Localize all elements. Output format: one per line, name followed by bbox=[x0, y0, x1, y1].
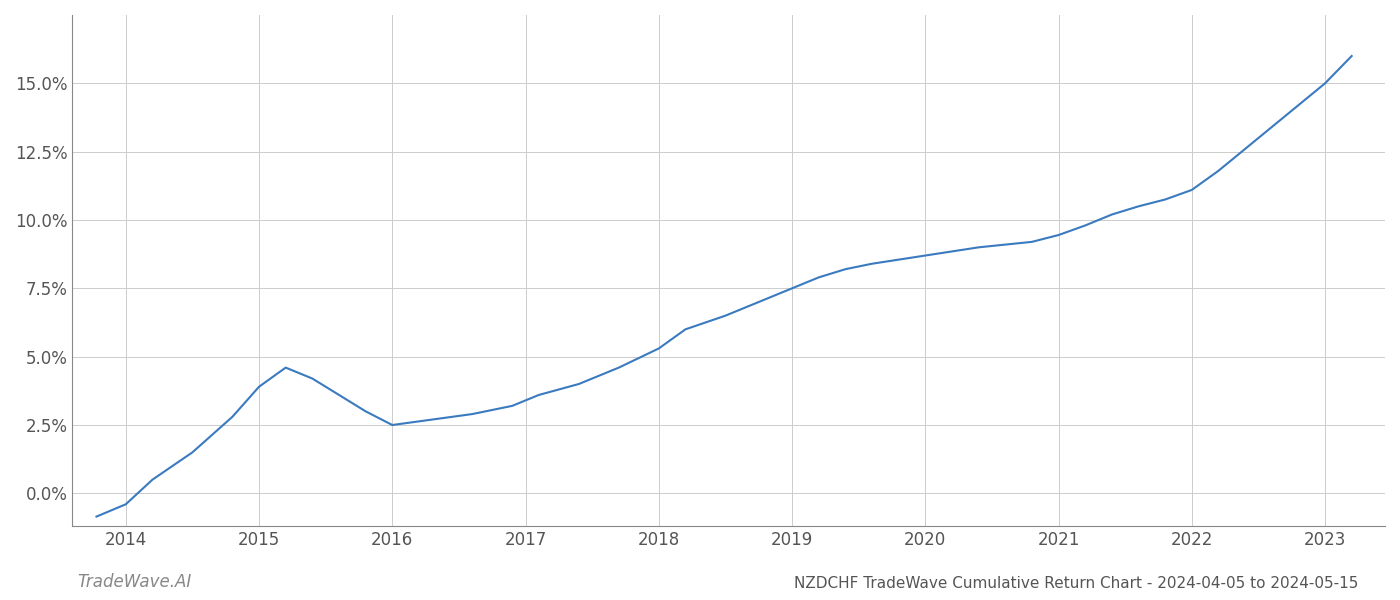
Text: TradeWave.AI: TradeWave.AI bbox=[77, 573, 192, 591]
Text: NZDCHF TradeWave Cumulative Return Chart - 2024-04-05 to 2024-05-15: NZDCHF TradeWave Cumulative Return Chart… bbox=[794, 576, 1358, 591]
